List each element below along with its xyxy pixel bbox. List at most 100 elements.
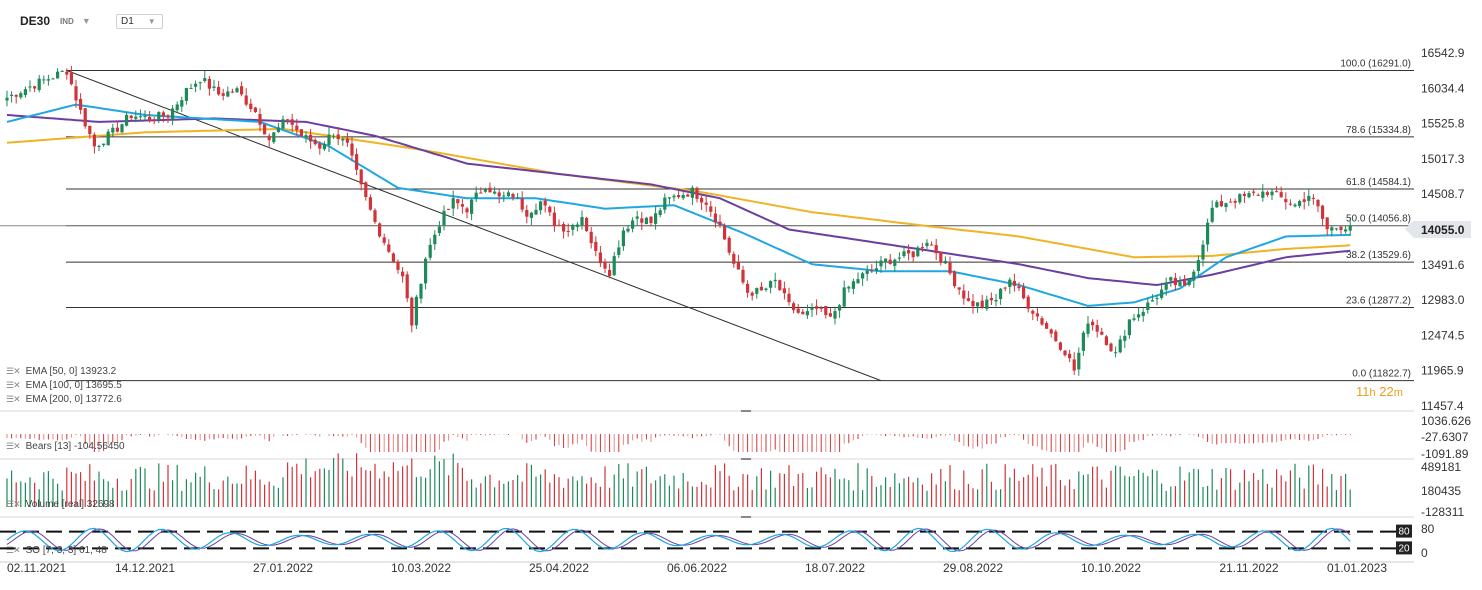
legend-ema200[interactable]: ☰✕ EMA [200, 0] 13772.6 xyxy=(6,394,122,405)
candle-body xyxy=(999,288,1003,299)
candle-body xyxy=(1104,336,1108,346)
symbol-selector[interactable]: DE30 IND ▼ xyxy=(20,14,91,28)
candle-body xyxy=(1252,191,1256,193)
candle-body xyxy=(14,94,18,97)
legend-volume[interactable]: ☰✕ Volume [real] 32698 xyxy=(6,499,115,510)
candle-body xyxy=(1008,279,1012,287)
candle-body xyxy=(405,274,409,299)
candle-body xyxy=(401,271,405,277)
candle-body xyxy=(230,91,234,93)
candle-body xyxy=(962,290,966,299)
candle-body xyxy=(677,195,681,198)
countdown-hours-unit: h xyxy=(1369,387,1376,399)
candle-body xyxy=(97,145,101,147)
menu-icon[interactable]: ☰✕ xyxy=(6,545,21,555)
candle-body xyxy=(1293,204,1297,207)
menu-icon[interactable]: ☰✕ xyxy=(6,366,21,376)
candle-body xyxy=(1302,199,1306,202)
candle-body xyxy=(102,143,106,146)
candle-body xyxy=(778,280,782,291)
candle-body xyxy=(773,279,777,282)
candle-body xyxy=(125,114,129,126)
candle-body xyxy=(736,262,740,270)
candle-body xyxy=(138,116,142,118)
candle-body xyxy=(824,306,828,315)
candle-body xyxy=(74,86,78,101)
candle-body xyxy=(1201,244,1205,260)
menu-icon[interactable]: ☰✕ xyxy=(6,394,21,404)
candle-body xyxy=(79,98,83,110)
candle-body xyxy=(1003,287,1007,289)
date-tick-label: 29.08.2022 xyxy=(943,561,1003,575)
countdown-minutes: 22 xyxy=(1379,384,1394,399)
candle-body xyxy=(1210,207,1214,222)
candle-body xyxy=(456,199,460,204)
candle-body xyxy=(336,134,340,140)
candle-body xyxy=(916,247,920,257)
candle-body xyxy=(511,193,515,198)
candle-body xyxy=(654,213,658,224)
candle-body xyxy=(700,197,704,203)
candle-body xyxy=(1086,323,1090,334)
volume-tick-label: 180435 xyxy=(1421,484,1461,498)
candle-body xyxy=(557,224,561,226)
candle-body xyxy=(769,281,773,288)
candle-body xyxy=(856,279,860,284)
candle-body xyxy=(626,228,630,232)
candle-body xyxy=(1288,203,1292,205)
candle-body xyxy=(920,247,924,249)
candle-body xyxy=(1040,318,1044,325)
candle-body xyxy=(419,284,423,299)
candle-body xyxy=(290,119,294,125)
legend-so[interactable]: ☰✕ SO [7, 3, 3] 61, 48 xyxy=(6,545,107,556)
trendline xyxy=(66,70,882,382)
candle-body xyxy=(939,252,943,262)
legend-bears[interactable]: ☰✕ Bears [13] -104.56450 xyxy=(6,441,125,452)
candle-body xyxy=(1012,280,1016,286)
legend-ema50[interactable]: ☰✕ EMA [50, 0] 13923.2 xyxy=(6,366,116,377)
candle-body xyxy=(373,210,377,223)
menu-icon[interactable]: ☰✕ xyxy=(6,380,21,390)
candle-body xyxy=(1095,325,1099,332)
current-price-tag: 14055.0 xyxy=(1405,221,1471,238)
candle-body xyxy=(184,88,188,101)
candle-body xyxy=(5,97,9,101)
candle-body xyxy=(603,261,607,269)
candle-body xyxy=(585,217,589,231)
candle-body xyxy=(10,94,14,96)
candle-body xyxy=(322,144,326,150)
candle-body xyxy=(718,221,722,226)
candle-body xyxy=(575,224,579,227)
candle-body xyxy=(152,120,156,122)
candle-body xyxy=(1054,331,1058,342)
candle-body xyxy=(1068,353,1072,359)
candle-body xyxy=(355,154,359,170)
candle-body xyxy=(428,244,432,258)
legend-ema100[interactable]: ☰✕ EMA [100, 0] 13695.5 xyxy=(6,380,122,391)
candle-body xyxy=(1063,350,1067,356)
candle-body xyxy=(1307,195,1311,201)
timeframe-selector[interactable]: D1 ▼ xyxy=(116,14,163,29)
bears-tick-label: 1036.626 xyxy=(1421,414,1471,428)
menu-icon[interactable]: ☰✕ xyxy=(6,499,21,509)
candle-body xyxy=(525,209,529,217)
candle-body xyxy=(1031,310,1035,314)
bears-tick-label: -27.6307 xyxy=(1421,430,1469,444)
candle-body xyxy=(368,197,372,210)
candle-body xyxy=(143,115,147,117)
candle-body xyxy=(309,134,313,142)
candle-body xyxy=(1178,281,1182,287)
candle-body xyxy=(1196,260,1200,272)
candle-body xyxy=(180,100,184,107)
candle-body xyxy=(874,268,878,271)
candle-body xyxy=(207,78,211,89)
menu-icon[interactable]: ☰✕ xyxy=(6,441,21,451)
candle-body xyxy=(1058,342,1062,350)
candle-body xyxy=(1022,286,1026,299)
candle-body xyxy=(1247,193,1251,198)
date-tick-label: 01.01.2023 xyxy=(1327,561,1387,575)
price-tick-label: 12983.0 xyxy=(1421,293,1465,307)
candle-body xyxy=(253,107,257,112)
so-level-tag xyxy=(1396,541,1412,555)
